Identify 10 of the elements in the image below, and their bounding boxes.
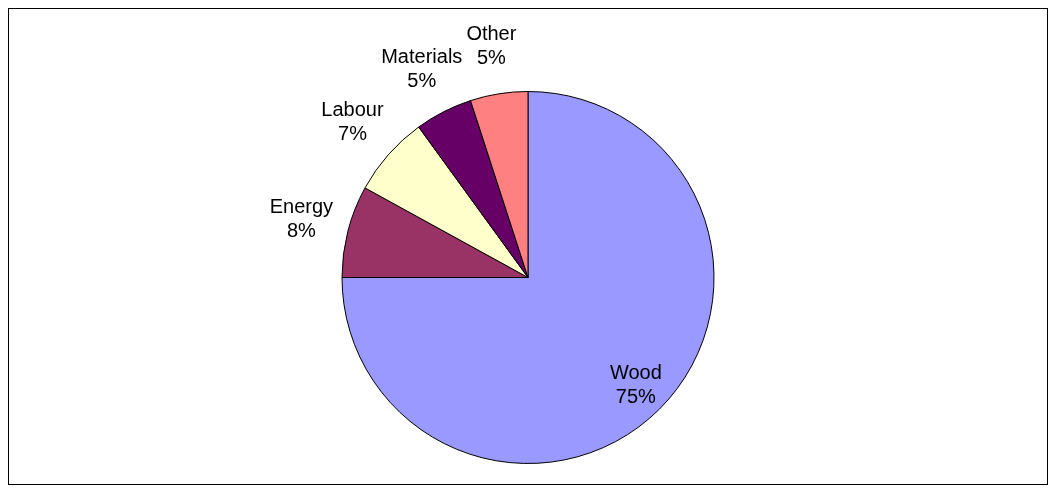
data-label: 75%: [615, 384, 657, 407]
data-label: 5%: [407, 68, 437, 91]
data-label: 8%: [286, 218, 317, 241]
slice-label: Wood: [609, 360, 662, 383]
slice-label: Labour: [321, 98, 384, 121]
slice-label: Other: [466, 21, 517, 44]
data-label: 7%: [338, 122, 368, 145]
slice-label: Energy: [269, 194, 334, 217]
slice-label: Materials: [381, 44, 463, 67]
data-label: 5%: [476, 45, 507, 68]
